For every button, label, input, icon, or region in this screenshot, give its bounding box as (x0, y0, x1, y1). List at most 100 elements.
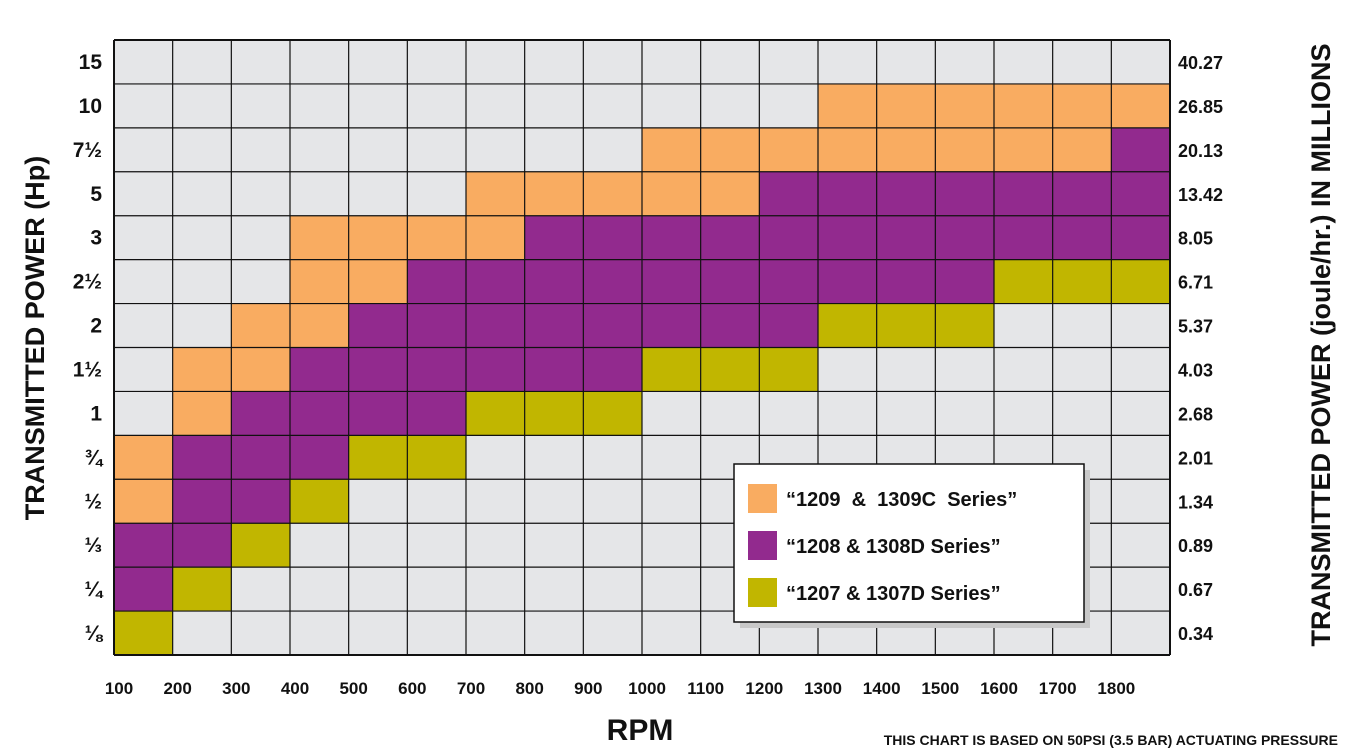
cell-empty (700, 83, 760, 129)
cell-empty (172, 215, 232, 260)
y-tick-label: 10 (79, 95, 102, 118)
cell-D (290, 391, 349, 436)
cell-empty (1052, 347, 1112, 392)
cell-7 (114, 611, 173, 656)
cell-empty (935, 40, 995, 85)
cell-empty (407, 479, 467, 524)
cell-7 (935, 303, 995, 348)
cell-empty (1111, 391, 1171, 436)
legend-label: “1207 & 1307D Series” (786, 583, 1001, 605)
cell-C (1052, 127, 1112, 173)
cell-empty (407, 127, 467, 173)
x-tick-label: 1100 (687, 679, 724, 698)
cell-C (935, 83, 995, 129)
right-tick-label: 40.27 (1178, 53, 1223, 73)
cell-empty (114, 127, 173, 173)
cell-empty (994, 391, 1053, 436)
y-tick-label: 3 (90, 227, 102, 250)
cell-C (114, 479, 173, 524)
cell-empty (700, 391, 760, 436)
cell-C (642, 171, 701, 217)
cell-D (935, 215, 995, 260)
legend-swatch (748, 484, 777, 513)
cell-empty (290, 523, 349, 568)
cell-empty (348, 567, 408, 612)
cell-empty (231, 259, 291, 304)
y-axis-title: TRANSMITTED POWER (Hp) (20, 156, 50, 520)
cell-D (114, 567, 173, 612)
y-tick-labels: 15 10 7½ 5 3 2½ 2 1½ 1 ¾ ½ ⅓ ¼ ⅛ (73, 51, 104, 645)
cell-D (466, 347, 525, 392)
cell-empty (231, 83, 291, 129)
cell-empty (1111, 523, 1171, 568)
right-tick-label: 0.67 (1178, 580, 1213, 600)
cell-7 (642, 347, 701, 392)
cell-D (642, 303, 701, 348)
legend-label: “1208 & 1308D Series” (786, 536, 1001, 558)
cell-empty (1111, 435, 1171, 480)
cell-empty (818, 40, 877, 85)
cell-empty (407, 83, 467, 129)
cell-7 (1111, 259, 1171, 304)
cell-empty (642, 435, 701, 480)
cell-D (348, 347, 408, 392)
cell-D (583, 347, 643, 392)
cell-empty (759, 40, 819, 85)
right-tick-label: 2.68 (1178, 404, 1213, 424)
cell-C (759, 127, 819, 173)
cell-D (876, 171, 936, 217)
x-tick-label: 500 (339, 679, 367, 698)
right-tick-label: 4.03 (1178, 360, 1213, 380)
x-tick-label: 600 (398, 679, 426, 698)
cell-empty (876, 391, 936, 436)
cell-empty (231, 40, 291, 85)
cell-D (759, 215, 819, 260)
cell-empty (524, 479, 584, 524)
cell-empty (114, 215, 173, 260)
x-tick-label: 200 (163, 679, 191, 698)
cell-7 (818, 303, 877, 348)
cell-C (935, 127, 995, 173)
cell-empty (407, 40, 467, 85)
cell-C (994, 83, 1053, 129)
cell-C (583, 171, 643, 217)
cell-D (642, 215, 701, 260)
cell-C (348, 259, 408, 304)
cell-empty (114, 40, 173, 85)
cell-D (407, 391, 467, 436)
cell-empty (1052, 391, 1112, 436)
cell-empty (348, 171, 408, 217)
cell-C (172, 391, 232, 436)
grid-lines (113, 39, 1171, 656)
cell-empty (818, 391, 877, 436)
cell-7 (1052, 259, 1112, 304)
cell-empty (642, 40, 701, 85)
cell-empty (524, 435, 584, 480)
cell-empty (114, 391, 173, 436)
cell-7 (172, 567, 232, 612)
cell-empty (466, 523, 525, 568)
cell-empty (348, 40, 408, 85)
cell-empty (642, 523, 701, 568)
cell-empty (348, 611, 408, 656)
cell-empty (583, 611, 643, 656)
cell-7 (994, 259, 1053, 304)
cell-empty (172, 303, 232, 348)
cell-empty (466, 40, 525, 85)
cell-D (407, 259, 467, 304)
cell-D (700, 259, 760, 304)
cell-empty (231, 611, 291, 656)
cell-D (818, 259, 877, 304)
cell-C (818, 83, 877, 129)
cell-7 (407, 435, 467, 480)
cell-empty (700, 40, 760, 85)
cell-D (700, 215, 760, 260)
x-tick-label: 1700 (1039, 679, 1077, 698)
legend: “1209 & 1309C Series” “1208 & 1308D Serie… (733, 463, 1090, 628)
cell-C (231, 303, 291, 348)
cell-layer (114, 40, 1171, 656)
y-tick-label: 5 (90, 183, 102, 206)
right-tick-label: 8.05 (1178, 229, 1213, 249)
cell-D (1052, 215, 1112, 260)
cell-C (290, 259, 349, 304)
